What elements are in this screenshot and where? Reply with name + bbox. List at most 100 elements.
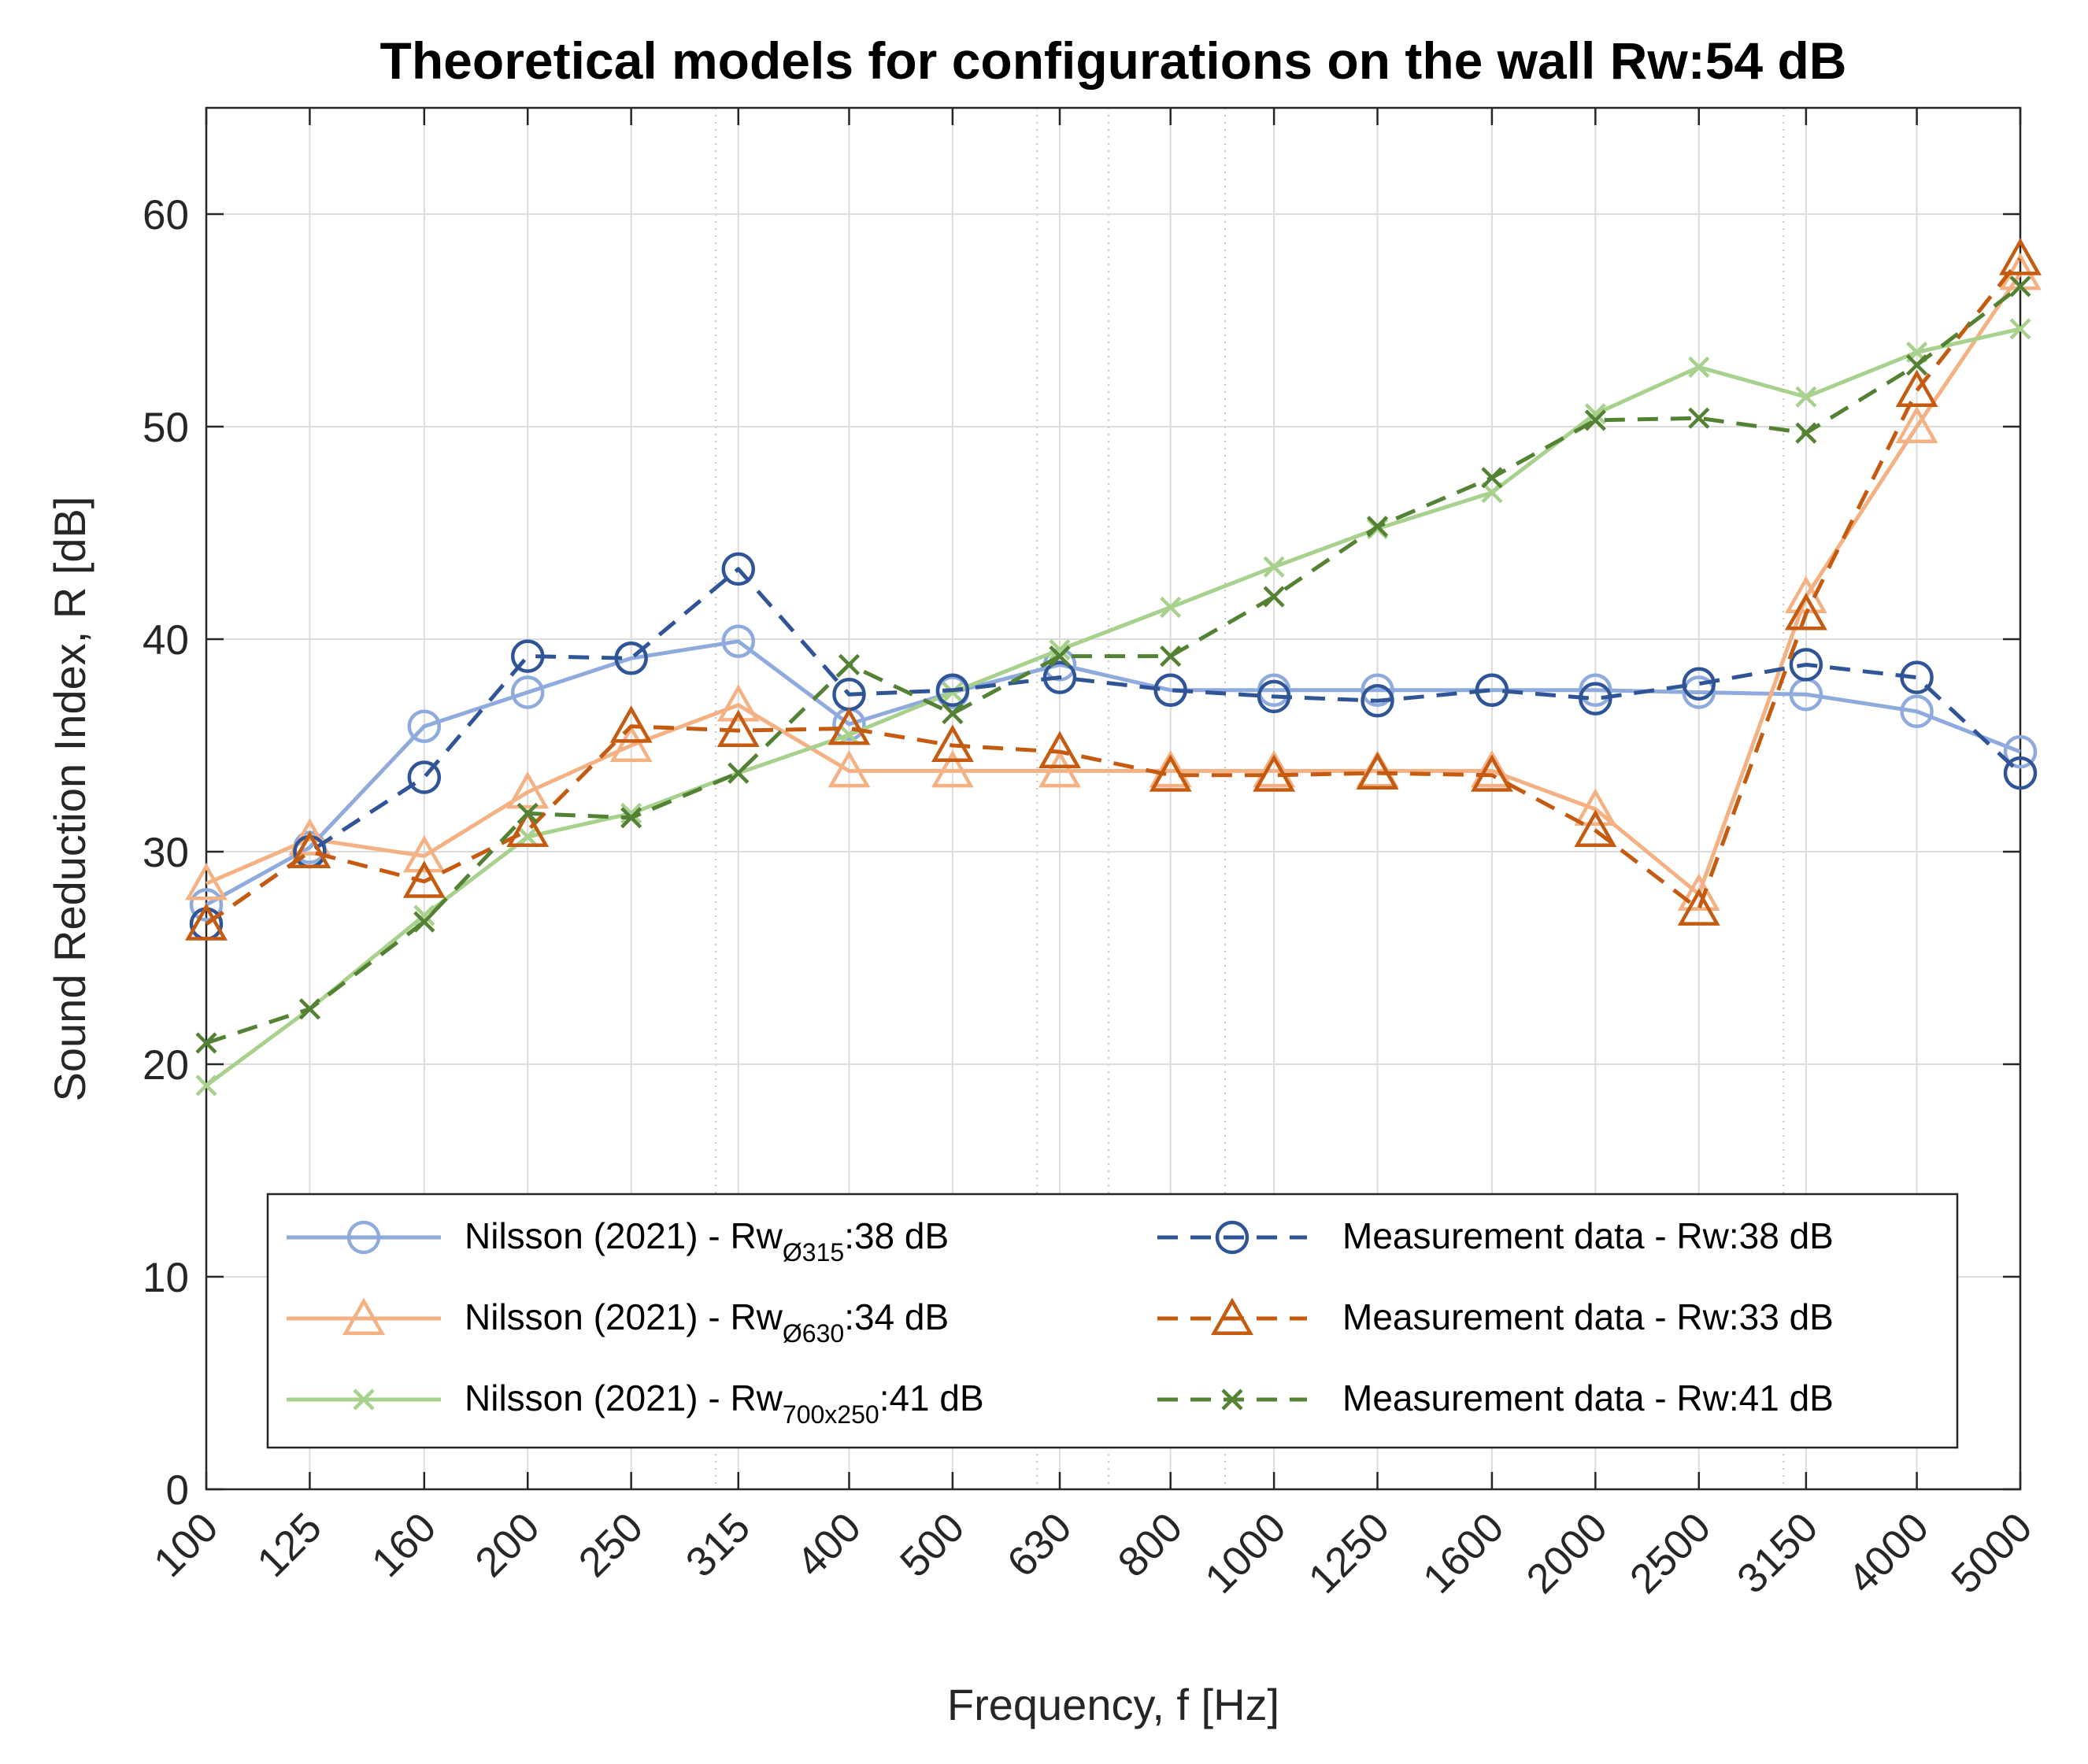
legend-label-suffix: :34 dB	[844, 1296, 949, 1337]
legend-label-text: Nilsson (2021) - Rw	[465, 1215, 783, 1256]
data-point	[931, 749, 974, 788]
data-point	[288, 830, 331, 868]
data-point	[2003, 756, 2038, 790]
data-point	[1149, 754, 1192, 792]
data-point	[402, 860, 446, 898]
data-point	[827, 749, 871, 788]
data-point	[1253, 754, 1296, 792]
data-point	[1481, 467, 1503, 489]
legend-label-text: Nilsson (2021) - Rw	[465, 1296, 783, 1337]
data-point	[1682, 675, 1716, 709]
legend-item: Nilsson (2021) - RwØ315:38 dB	[287, 1215, 949, 1267]
data-point	[620, 802, 642, 824]
data-point	[298, 998, 321, 1020]
legend-item: Measurement data - Rw:33 dB	[1157, 1296, 1834, 1337]
legend-label-text: Measurement data - Rw:38 dB	[1342, 1215, 1834, 1256]
data-point	[506, 771, 550, 809]
data-point	[935, 673, 970, 708]
legend-label-subscript: Ø630	[783, 1319, 844, 1348]
data-point	[1999, 238, 2042, 276]
data-point	[1574, 788, 1617, 826]
data-point	[1263, 586, 1285, 608]
data-point	[407, 709, 442, 743]
legend-label: Nilsson (2021) - Rw700x250:41 dB	[465, 1378, 984, 1429]
series-layer	[185, 238, 2042, 1096]
series-5	[195, 276, 2031, 1054]
data-point	[1688, 356, 1710, 378]
data-point	[1160, 596, 1182, 619]
data-point	[1149, 749, 1192, 788]
legend-label: Measurement data - Rw:38 dB	[1342, 1215, 1834, 1256]
data-point	[827, 707, 871, 745]
y-axis-label: Sound Reduction Index, R [dB]	[45, 497, 94, 1102]
data-point	[1584, 409, 1606, 431]
data-point	[1049, 638, 1071, 661]
data-point	[1356, 752, 1399, 790]
legend-label-text: Measurement data - Rw:33 dB	[1342, 1296, 1834, 1337]
x-axis-label: Frequency, f [Hz]	[947, 1680, 1279, 1729]
data-point	[1263, 556, 1285, 578]
data-point	[716, 684, 760, 722]
data-point	[1688, 407, 1710, 429]
data-point	[1475, 673, 1509, 708]
legend-label-subscript: 700x250	[783, 1400, 879, 1429]
legend-label: Measurement data - Rw:33 dB	[1342, 1296, 1834, 1337]
data-point	[1038, 749, 1081, 788]
legend-swatch-marker	[1221, 1389, 1243, 1411]
data-point	[721, 624, 756, 658]
data-point	[1153, 673, 1187, 708]
data-point	[1795, 422, 1817, 444]
data-point	[413, 904, 435, 926]
legend-item: Nilsson (2021) - RwØ630:34 dB	[287, 1296, 949, 1348]
legend-swatch-marker	[342, 1297, 385, 1335]
data-point	[516, 802, 539, 824]
data-point	[1677, 873, 1720, 911]
data-point	[1038, 730, 1081, 769]
legend-swatch-marker	[1211, 1297, 1253, 1335]
data-point	[1795, 386, 1817, 408]
legend-box	[266, 1193, 1959, 1449]
data-point	[1682, 667, 1716, 701]
y-tick-label: 40	[143, 617, 189, 664]
legend-swatch-marker	[1215, 1220, 1249, 1255]
data-point	[506, 809, 550, 847]
data-point	[838, 653, 861, 675]
y-tick-label: 10	[143, 1255, 189, 1301]
data-point	[1579, 682, 1612, 716]
data-point	[185, 903, 228, 941]
data-point	[716, 709, 760, 748]
legend-label-suffix: :41 dB	[879, 1378, 984, 1418]
data-point	[407, 760, 442, 794]
data-point	[2009, 318, 2031, 340]
data-point	[1895, 405, 1938, 443]
data-point	[721, 552, 756, 586]
y-tick-label: 30	[143, 830, 189, 876]
y-tick-label: 20	[143, 1042, 189, 1089]
y-tick-label: 60	[143, 192, 189, 239]
data-point	[1895, 369, 1938, 408]
data-point	[1574, 809, 1617, 847]
data-point	[1900, 660, 1934, 694]
data-point	[1366, 516, 1389, 538]
data-point	[413, 911, 435, 933]
legend-label-text: Measurement data - Rw:41 dB	[1342, 1378, 1834, 1418]
series-line	[205, 257, 2022, 926]
data-point	[1789, 648, 1823, 682]
y-tick-label: 50	[143, 405, 189, 451]
data-point	[614, 642, 648, 675]
data-point	[1470, 749, 1513, 788]
chart-title: Theoretical models for configurations on…	[380, 31, 1847, 90]
data-point	[516, 826, 539, 848]
legend-label: Measurement data - Rw:41 dB	[1342, 1378, 1834, 1418]
legend-label-text: Nilsson (2021) - Rw	[465, 1378, 783, 1418]
data-point	[1257, 679, 1291, 714]
data-point	[2009, 276, 2031, 298]
data-point	[1584, 403, 1606, 425]
data-point	[510, 675, 545, 709]
plot-frame	[205, 106, 2022, 1491]
data-point	[1470, 754, 1513, 792]
